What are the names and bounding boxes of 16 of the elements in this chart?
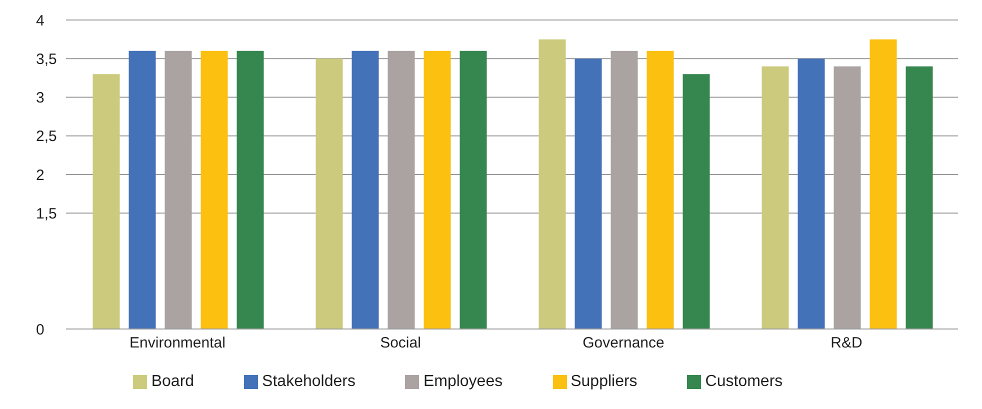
- legend-label: Suppliers: [570, 373, 638, 390]
- x-tick-label: Governance: [582, 334, 664, 352]
- y-tick-label: 4: [36, 12, 44, 30]
- legend-label: Stakeholders: [262, 373, 356, 390]
- y-tick-label: 0: [36, 321, 44, 338]
- legend-label: Customers: [705, 373, 783, 390]
- y-tick-label: 2,5: [36, 128, 57, 146]
- x-tick-label: Social: [380, 334, 421, 352]
- y-tick-label: 3,5: [36, 50, 57, 68]
- y-tick-label: 3: [36, 90, 44, 107]
- x-tick-label: R&D: [830, 334, 862, 352]
- legend-label: Employees: [423, 373, 503, 390]
- y-tick-label: 2: [36, 166, 44, 184]
- legend-label: Board: [151, 373, 194, 390]
- x-tick-label: Environmental: [130, 334, 226, 352]
- y-tick-label: 1,5: [36, 205, 57, 222]
